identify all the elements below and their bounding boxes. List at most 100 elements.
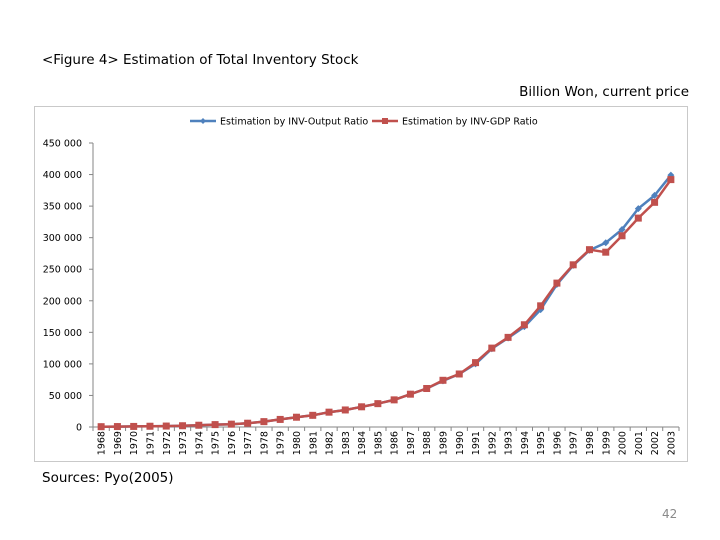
series-1-point	[651, 191, 659, 199]
x-tick-label: 1968	[97, 431, 108, 455]
series-1-point	[618, 225, 626, 233]
series-2-point	[276, 415, 284, 423]
series-2-point	[520, 321, 528, 329]
series-2-point	[423, 385, 431, 393]
x-tick-label: 1994	[520, 431, 531, 455]
x-tick-label: 2003	[666, 431, 677, 455]
x-tick-label: 1975	[211, 431, 222, 455]
series-2-point	[97, 423, 105, 431]
y-tick-label: 50 000	[49, 391, 82, 402]
y-tick-label: 250 000	[43, 265, 82, 276]
chart-legend: Estimation by INV-Output Ratio Estimation…	[190, 117, 538, 128]
x-tick-label: 1976	[227, 431, 238, 455]
x-axis: 1968 1969 1970 1971 1972 1973 1974 1975 1976 1977…	[92, 426, 680, 455]
x-tick-label: 1979	[276, 431, 287, 455]
y-tick-label: 200 000	[43, 296, 82, 307]
plot-area	[97, 171, 675, 431]
series-2-point	[358, 403, 366, 411]
unit-note: Billion Won, current price	[519, 84, 689, 100]
series-line-1	[101, 174, 672, 428]
series-2-point	[390, 396, 398, 404]
series-2-point	[488, 344, 496, 352]
series-2-point	[325, 408, 333, 416]
series-2-point	[504, 333, 512, 341]
x-tick-label: 1971	[145, 431, 156, 455]
series-2-point	[195, 421, 203, 429]
series-2-point	[227, 420, 235, 428]
chart-frame: Estimation by INV-Output Ratio Estimation…	[34, 106, 688, 462]
series-2-point	[341, 406, 349, 414]
x-tick-label: 2001	[634, 431, 645, 455]
y-tick-label: 400 000	[43, 170, 82, 181]
y-tick-label: 450 000	[43, 139, 82, 150]
x-tick-label: 1982	[325, 431, 336, 455]
x-tick-label: 1970	[129, 431, 140, 455]
series-2-point	[179, 422, 187, 430]
x-tick-label: 1977	[243, 431, 254, 455]
series-2-point	[374, 400, 382, 408]
y-axis: 0 50 000 100 000 150 000 200 000 250 000 300 0…	[43, 139, 94, 434]
x-tick-label: 1992	[487, 431, 498, 455]
x-tick-label: 1985	[373, 431, 384, 455]
page-number: 42	[662, 507, 678, 521]
x-tick-label: 1989	[438, 431, 449, 455]
series-1-point	[602, 239, 610, 247]
y-tick-label: 100 000	[43, 359, 82, 370]
y-tick-label: 350 000	[43, 202, 82, 213]
source-note: Sources: Pyo(2005)	[42, 470, 174, 486]
x-tick-label: 1990	[455, 431, 466, 455]
x-tick-label: 2002	[650, 431, 661, 455]
x-tick-label: 1983	[341, 431, 352, 455]
series-2-point	[309, 411, 317, 419]
x-tick-label: 1996	[552, 431, 563, 455]
y-tick-label: 0	[76, 423, 82, 434]
y-tick-label: 300 000	[43, 233, 82, 244]
series-2-point	[585, 246, 593, 254]
x-tick-label: 1999	[601, 431, 612, 455]
series-2-point	[292, 413, 300, 421]
legend-marker-series-2	[382, 118, 388, 124]
series-2-point	[211, 421, 219, 429]
legend-label-series-2: Estimation by INV-GDP Ratio	[402, 117, 538, 128]
x-tick-label: 2000	[618, 431, 629, 455]
x-tick-label: 1995	[536, 431, 547, 455]
series-2-point	[618, 232, 626, 240]
series-line-2	[101, 178, 672, 428]
x-tick-label: 1978	[259, 431, 270, 455]
series-2-point	[162, 422, 170, 430]
series-2-point	[569, 261, 577, 269]
x-tick-label: 1987	[406, 431, 417, 455]
series-1-point	[634, 205, 642, 213]
x-tick-label: 1973	[178, 431, 189, 455]
series-2-point	[455, 370, 463, 378]
series-2-point	[602, 248, 610, 256]
x-tick-label: 1993	[504, 431, 515, 455]
series-2-point	[439, 376, 447, 384]
series-2-point	[634, 214, 642, 222]
series-2-point	[553, 279, 561, 287]
legend-marker-series-1	[200, 118, 206, 124]
series-2-point	[651, 198, 659, 206]
series-2-point	[667, 176, 675, 184]
series-2-point	[146, 422, 154, 430]
x-tick-label: 1986	[390, 431, 401, 455]
x-tick-label: 1969	[113, 431, 124, 455]
y-tick-label: 150 000	[43, 328, 82, 339]
x-tick-label: 1984	[357, 431, 368, 455]
series-2-point	[260, 418, 268, 426]
series-2-point	[537, 302, 545, 310]
x-tick-label: 1997	[569, 431, 580, 455]
figure-title: <Figure 4> Estimation of Total Inventory…	[42, 52, 359, 68]
series-2-point	[244, 419, 252, 427]
x-tick-label: 1981	[308, 431, 319, 455]
series-2-point	[113, 423, 121, 431]
series-2-point	[406, 390, 414, 398]
series-1-point	[667, 171, 675, 179]
x-tick-label: 1972	[162, 431, 173, 455]
x-tick-label: 1980	[292, 431, 303, 455]
legend-label-series-1: Estimation by INV-Output Ratio	[220, 117, 368, 128]
x-tick-label: 1991	[471, 431, 482, 455]
series-2-point	[130, 422, 138, 430]
inventory-stock-line-chart: Estimation by INV-Output Ratio Estimation…	[43, 117, 680, 455]
x-tick-label: 1974	[194, 431, 205, 455]
